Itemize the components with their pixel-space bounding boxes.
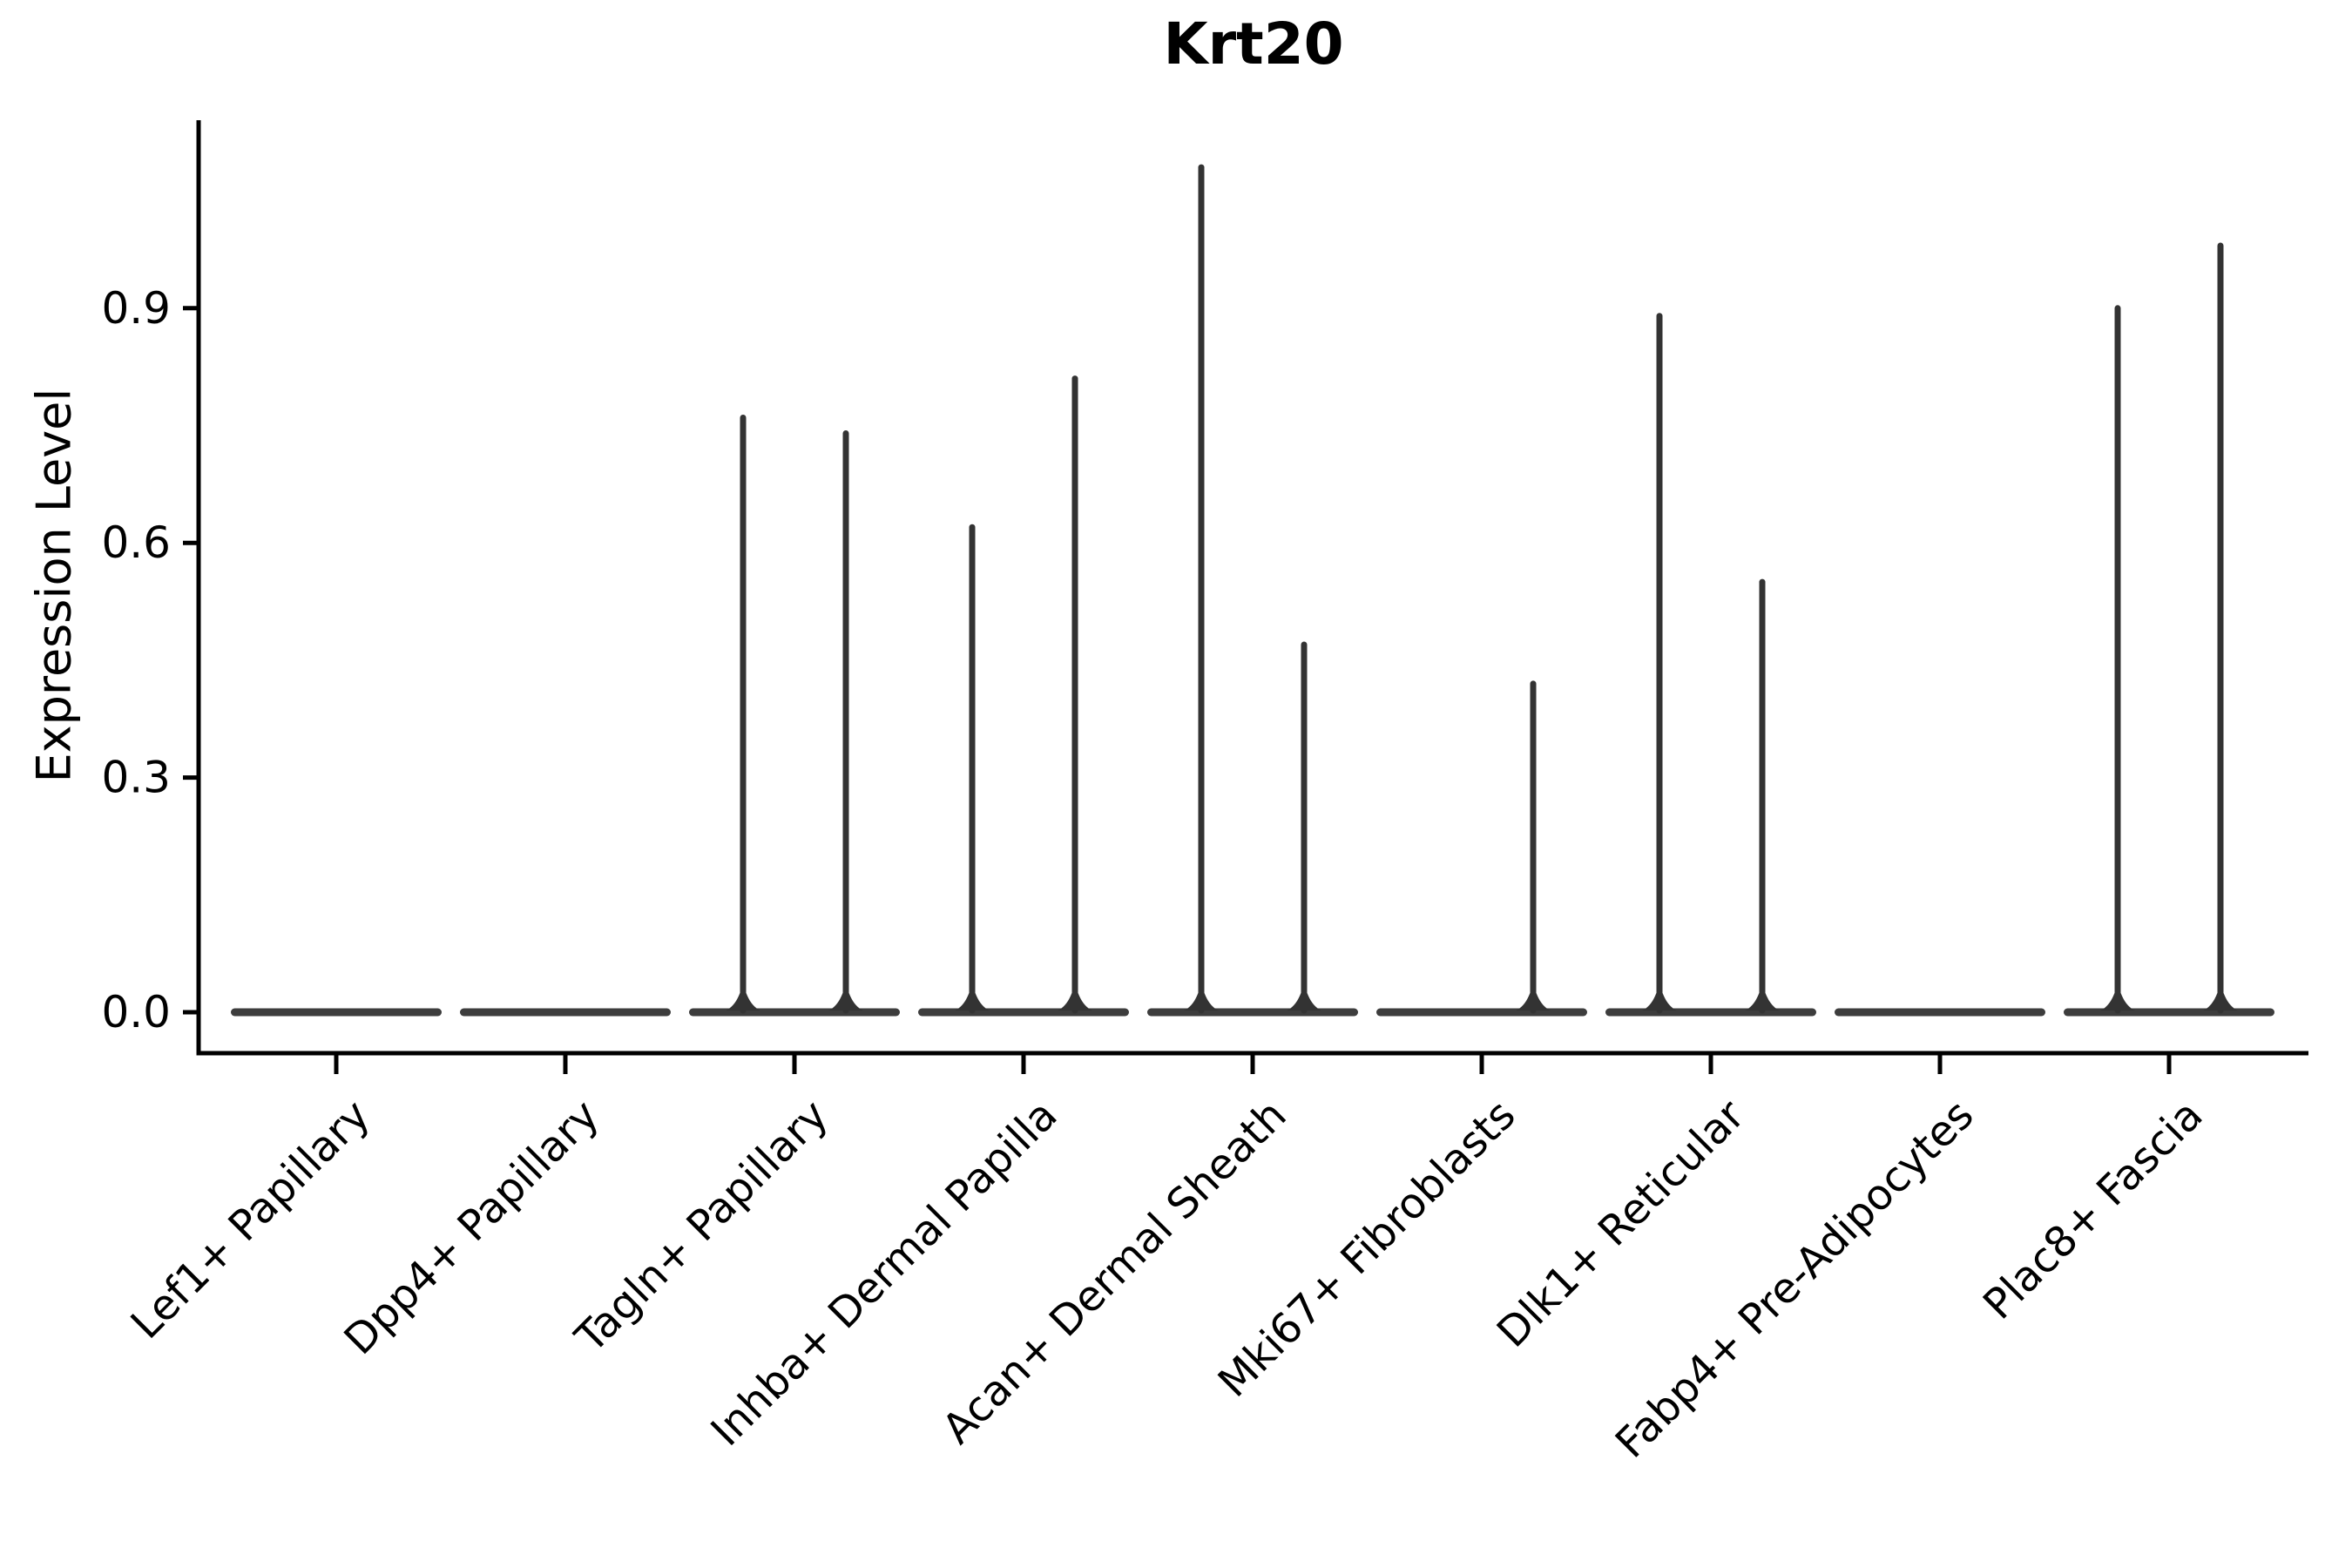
violin-base xyxy=(918,1008,1129,1017)
y-tick-label: 0.3 xyxy=(101,753,171,803)
violin-base xyxy=(1376,1008,1587,1017)
violin-base xyxy=(689,1008,900,1017)
violin-base xyxy=(231,1008,442,1017)
axis-spines xyxy=(196,120,2308,1056)
y-tick-label: 0.6 xyxy=(101,517,171,568)
violin-base xyxy=(1835,1008,2045,1017)
violin-base xyxy=(2064,1008,2274,1017)
y-axis-label: Expression Level xyxy=(26,388,82,783)
violin-base xyxy=(460,1008,671,1017)
y-tick-label: 0.0 xyxy=(101,987,171,1037)
violin-base xyxy=(1147,1008,1358,1017)
chart-title: Krt20 xyxy=(1163,10,1344,78)
violin-base xyxy=(1605,1008,1816,1017)
y-tick-label: 0.9 xyxy=(101,283,171,334)
